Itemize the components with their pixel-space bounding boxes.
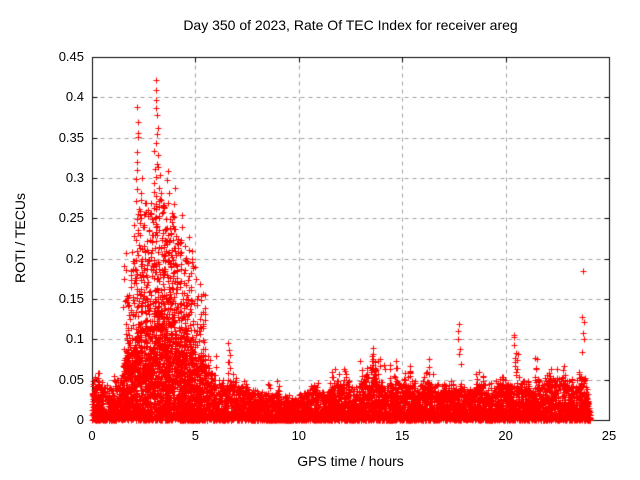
x-tick-label: 15 (394, 428, 410, 443)
y-tick-label: 0.15 (58, 291, 84, 306)
x-axis-label: GPS time / hours (297, 453, 404, 469)
y-tick-label: 0 (76, 412, 84, 427)
y-tick-label: 0.3 (65, 170, 84, 185)
x-tick-label: 25 (601, 428, 617, 443)
y-tick-label: 0.05 (58, 371, 84, 387)
y-tick-label: 0.2 (65, 250, 84, 266)
y-tick-label: 0.1 (65, 331, 84, 347)
y-tick-label: 0.45 (58, 49, 84, 64)
x-tick-label: 0 (88, 428, 96, 443)
x-tick-label: 20 (498, 428, 513, 443)
x-tick-label: 10 (291, 428, 307, 443)
y-tick-label: 0.4 (65, 89, 84, 105)
y-tick-label: 0.25 (58, 210, 84, 226)
x-tick-label: 5 (191, 428, 199, 443)
y-tick-label: 0.35 (58, 129, 84, 145)
